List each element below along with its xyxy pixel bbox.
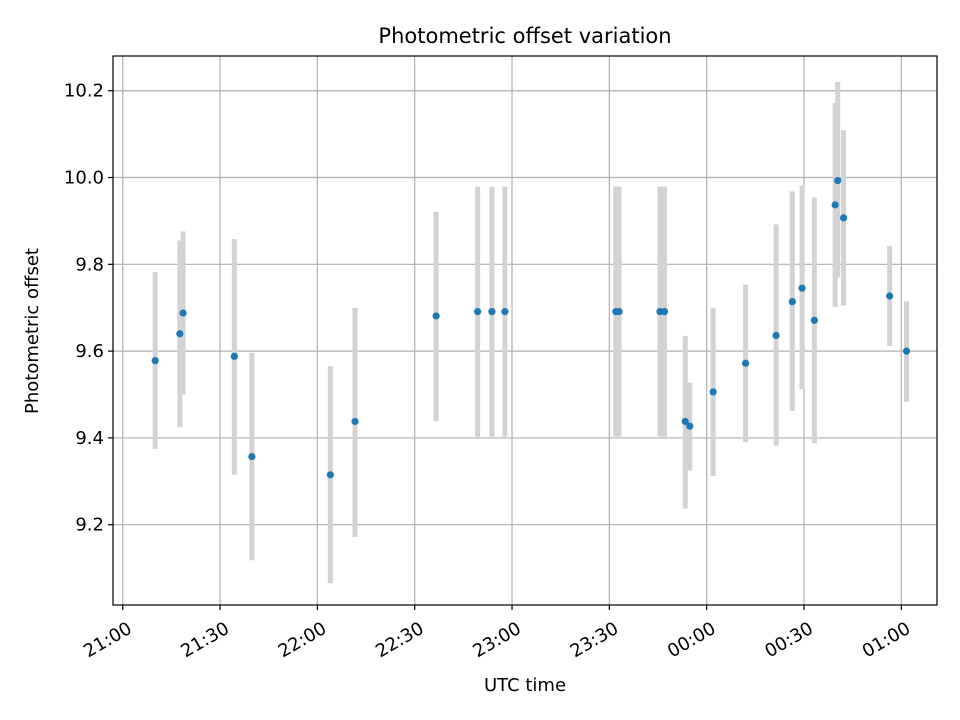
data-point xyxy=(351,417,359,426)
data-point xyxy=(326,471,334,479)
data-point xyxy=(151,357,159,365)
data-point xyxy=(176,330,184,338)
y-axis-title: Photometric offset xyxy=(22,248,43,414)
plot-frame xyxy=(112,55,938,606)
data-point xyxy=(432,312,440,320)
data-point xyxy=(810,316,818,324)
data-point xyxy=(834,176,842,185)
data-point xyxy=(230,352,238,360)
data-point xyxy=(772,331,780,340)
y-tick-label: 10.0 xyxy=(64,168,104,189)
data-point xyxy=(474,308,482,316)
chart-title: Photometric offset variation xyxy=(378,24,671,48)
data-point xyxy=(501,308,509,316)
y-tick-label: 10.2 xyxy=(64,81,104,102)
data-point xyxy=(798,284,806,292)
data-point xyxy=(660,308,669,316)
x-axis-title: UTC time xyxy=(484,675,566,696)
data-point xyxy=(248,452,256,461)
data-point xyxy=(709,388,717,396)
data-point xyxy=(681,417,689,426)
data-point xyxy=(839,214,848,222)
data-point xyxy=(788,298,796,306)
y-tick-label: 9.4 xyxy=(75,428,104,449)
y-tick-label: 9.6 xyxy=(75,341,104,362)
data-points xyxy=(151,176,911,479)
data-point xyxy=(741,359,750,367)
data-point xyxy=(615,308,623,316)
data-point xyxy=(179,309,187,317)
y-axis: 9.2 9.4 9.6 9.8 10.0 10.2 xyxy=(64,81,113,536)
y-tick-label: 9.2 xyxy=(75,515,104,536)
data-point xyxy=(488,308,496,316)
data-point xyxy=(902,347,911,355)
data-point xyxy=(686,422,694,430)
y-tick-label: 9.8 xyxy=(75,254,104,275)
data-point xyxy=(886,292,894,300)
data-point xyxy=(831,201,839,209)
